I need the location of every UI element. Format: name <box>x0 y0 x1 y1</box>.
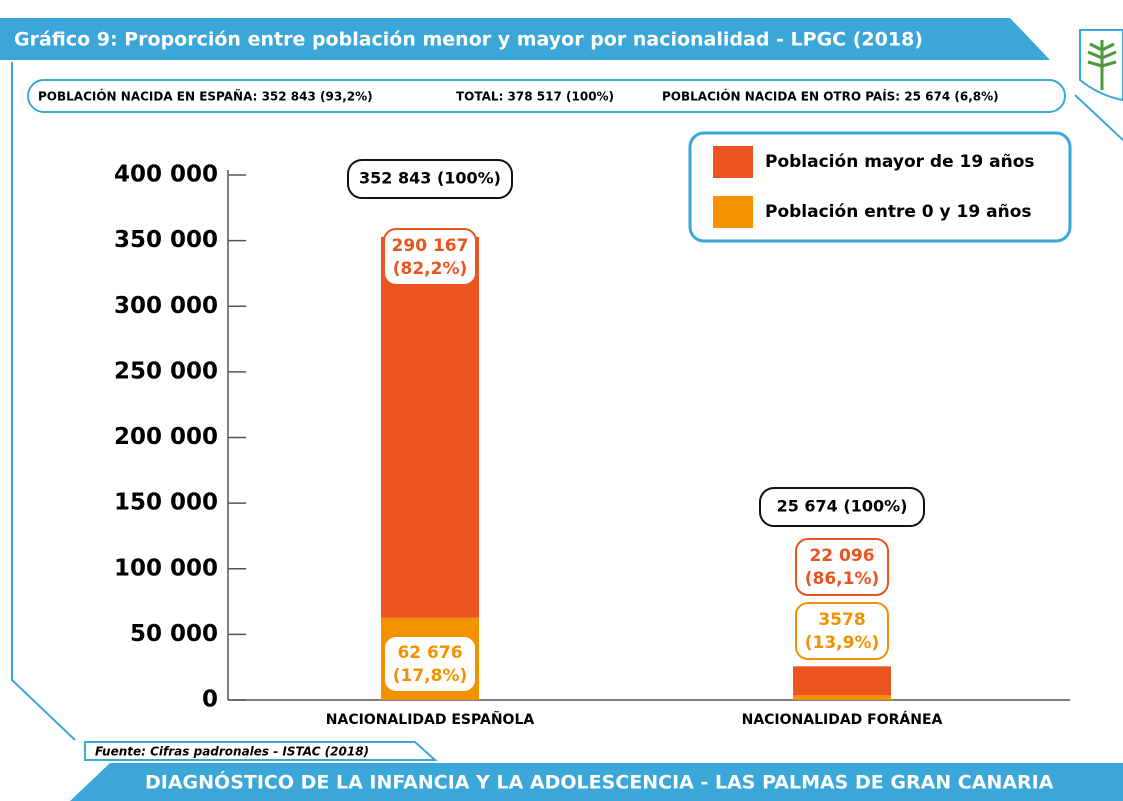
y-tick-label: 200 000 <box>114 424 218 450</box>
frame <box>1074 94 1123 141</box>
total-label: 352 843 (100%) <box>359 169 501 188</box>
y-tick-label: 100 000 <box>114 555 218 581</box>
legend-label: Población mayor de 19 años <box>765 152 1035 172</box>
legend-swatch <box>713 146 753 178</box>
source: Fuente: Cifras padronales - ISTAC (2018) <box>95 745 369 759</box>
title-banner <box>0 18 1050 60</box>
legend-box <box>688 131 1072 243</box>
summary-box <box>27 79 1066 113</box>
summary-text: POBLACIÓN NACIDA EN ESPAÑA: 352 843 (93,… <box>38 89 373 104</box>
footer: DIAGNÓSTICO DE LA INFANCIA Y LA ADOLESCE… <box>145 770 1054 794</box>
chart-title: Gráfico 9: Proporción entre población me… <box>14 29 923 51</box>
frame <box>11 62 76 741</box>
value-label: 22 096 <box>809 546 874 566</box>
y-tick-label: 250 000 <box>114 358 218 384</box>
value-label: (86,1%) <box>805 569 880 589</box>
value-label-box <box>795 602 889 660</box>
logo <box>1079 29 1123 102</box>
value-label: (82,2%) <box>393 259 468 279</box>
total-label-box <box>759 487 925 527</box>
y-tick-label: 50 000 <box>130 621 218 647</box>
y-tick-label: 150 000 <box>114 490 218 516</box>
x-tick-label: NACIONALIDAD FORÁNEA <box>742 711 943 728</box>
y-tick-label: 400 000 <box>114 162 218 188</box>
value-label: (17,8%) <box>393 666 468 686</box>
summary-text: TOTAL: 378 517 (100%) <box>456 90 614 104</box>
bar-segment <box>793 666 891 696</box>
y-tick-label: 350 000 <box>114 227 218 253</box>
value-label: (13,9%) <box>805 633 880 653</box>
value-label-box <box>383 635 477 693</box>
value-label: 3578 <box>818 610 865 630</box>
value-label: 290 167 <box>392 236 469 256</box>
footer-banner <box>70 763 1123 801</box>
value-label: 62 676 <box>397 643 462 663</box>
total-label: 25 674 (100%) <box>777 497 908 516</box>
bar-segment <box>381 236 479 618</box>
legend-swatch <box>713 196 753 228</box>
legend-label: Población entre 0 y 19 años <box>765 202 1032 222</box>
total-label-box <box>347 159 513 199</box>
bar-segment <box>793 695 891 700</box>
y-tick-label: 0 <box>202 687 218 713</box>
y-tick-label: 300 000 <box>114 293 218 319</box>
value-label-box <box>795 538 889 596</box>
x-tick-label: NACIONALIDAD ESPAÑOLA <box>326 711 535 728</box>
value-label-box <box>383 228 477 286</box>
source-box <box>84 741 438 761</box>
summary-text: POBLACIÓN NACIDA EN OTRO PAÍS: 25 674 (6… <box>662 89 999 104</box>
